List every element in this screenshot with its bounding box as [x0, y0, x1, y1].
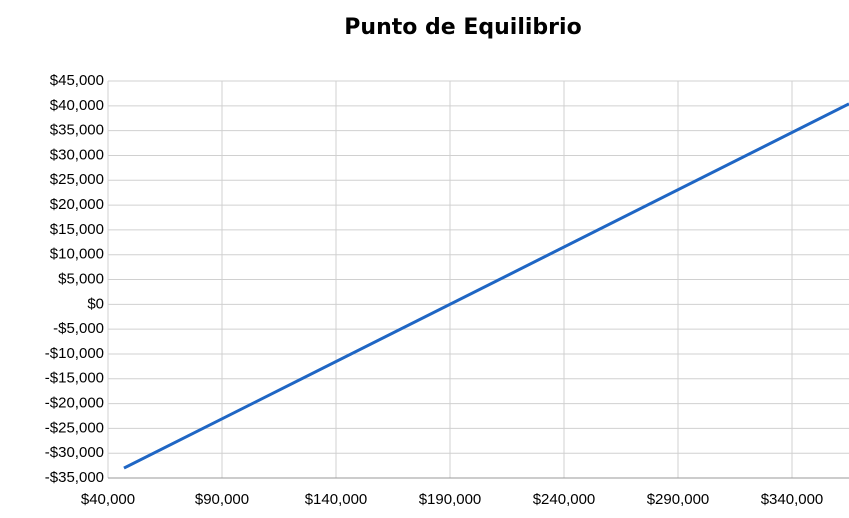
x-tick-label: $140,000	[305, 491, 368, 508]
y-tick-label: -$30,000	[45, 444, 104, 461]
y-tick-label: $25,000	[50, 171, 104, 188]
y-tick-label: $0	[87, 295, 104, 312]
line-series	[123, 102, 849, 470]
y-tick-label: -$35,000	[45, 469, 104, 486]
y-tick-label: -$10,000	[45, 345, 104, 362]
x-tick-label: $90,000	[195, 491, 249, 508]
y-tick-label: $35,000	[50, 122, 104, 139]
y-tick-label: $45,000	[50, 72, 104, 89]
y-tick-label: $30,000	[50, 146, 104, 163]
y-tick-label: $10,000	[50, 246, 104, 263]
y-tick-label: $5,000	[58, 270, 104, 287]
y-tick-label: -$20,000	[45, 395, 104, 412]
y-tick-label: $20,000	[50, 196, 104, 213]
y-tick-label: $40,000	[50, 97, 104, 114]
x-tick-label: $40,000	[81, 491, 135, 508]
x-tick-label: $190,000	[419, 491, 482, 508]
y-tick-label: $15,000	[50, 221, 104, 238]
chart-title: Punto de Equilibrio	[344, 15, 581, 40]
y-tick-label: -$15,000	[45, 370, 104, 387]
y-tick-label: -$5,000	[53, 320, 104, 337]
x-tick-label: $340,000	[761, 491, 824, 508]
y-tick-label: -$25,000	[45, 419, 104, 436]
x-tick-label: $290,000	[647, 491, 710, 508]
x-tick-label: $240,000	[533, 491, 596, 508]
